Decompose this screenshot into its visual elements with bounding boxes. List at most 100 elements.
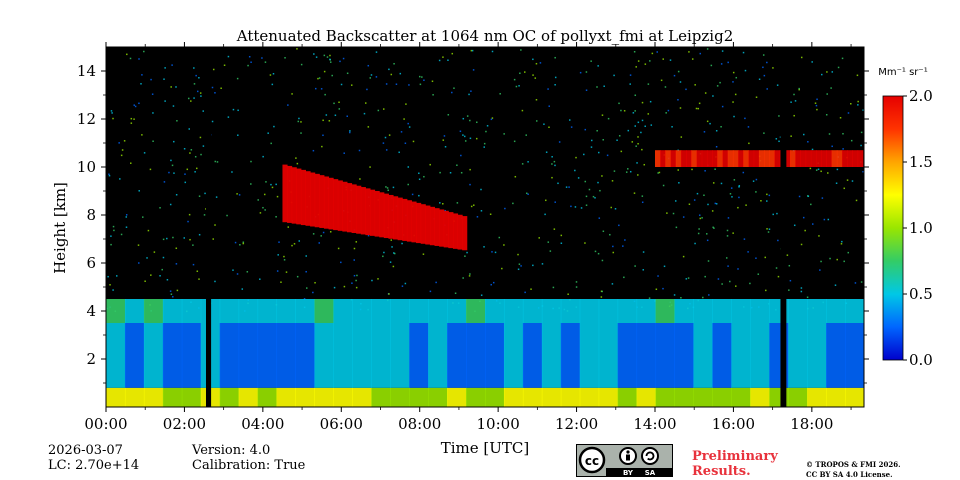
region-cell xyxy=(674,387,694,407)
noise-speck xyxy=(134,105,137,108)
noise-speck xyxy=(188,128,191,130)
region-cell xyxy=(636,299,657,323)
noise-speck xyxy=(429,163,431,166)
noise-speck xyxy=(513,140,516,143)
noise-speck xyxy=(498,236,501,239)
noise-speck xyxy=(175,247,178,250)
noise-speck xyxy=(678,182,680,184)
noise-speck xyxy=(811,61,813,63)
noise-speck xyxy=(250,160,252,163)
noise-speck xyxy=(644,63,647,65)
noise-speck xyxy=(857,100,859,103)
noise-speck xyxy=(111,112,113,114)
region-cell xyxy=(712,299,732,323)
noise-speck xyxy=(607,117,610,120)
noise-speck xyxy=(346,115,348,118)
region-cell xyxy=(598,299,619,323)
noise-speck xyxy=(557,182,559,185)
noise-speck xyxy=(535,120,538,122)
region-cell xyxy=(485,323,505,388)
region-cell xyxy=(106,387,126,407)
noise-speck xyxy=(656,51,659,53)
noise-speck xyxy=(501,267,503,270)
noise-speck xyxy=(625,171,628,173)
noise-speck xyxy=(677,70,680,73)
region-cell xyxy=(238,323,259,388)
noise-speck xyxy=(702,296,704,299)
noise-speck xyxy=(108,173,110,176)
noise-speck xyxy=(841,57,844,60)
noise-speck xyxy=(524,71,526,73)
noise-speck xyxy=(325,114,328,116)
colorbar-tick-label: 0.0 xyxy=(909,351,933,369)
noise-speck xyxy=(807,141,809,143)
noise-speck xyxy=(618,224,620,227)
noise-speck xyxy=(343,152,345,154)
noise-speck xyxy=(730,187,733,189)
noise-speck xyxy=(633,192,636,194)
noise-speck xyxy=(778,115,780,117)
noise-speck xyxy=(613,74,615,77)
noise-speck xyxy=(737,268,739,270)
noise-speck xyxy=(164,67,166,69)
noise-speck xyxy=(462,134,464,136)
noise-speck xyxy=(597,252,600,255)
noise-speck xyxy=(543,123,545,125)
noise-speck xyxy=(622,245,624,247)
noise-speck xyxy=(265,181,267,183)
noise-speck xyxy=(575,286,578,288)
noise-speck xyxy=(169,203,172,206)
noise-speck xyxy=(729,193,732,195)
noise-speck xyxy=(804,229,806,232)
noise-speck xyxy=(755,191,757,193)
noise-speck xyxy=(634,94,637,97)
noise-speck xyxy=(706,239,709,242)
noise-speck xyxy=(802,216,805,219)
region-cell xyxy=(675,150,682,167)
noise-speck xyxy=(717,278,720,280)
region-cell xyxy=(425,205,431,245)
region-cell xyxy=(333,387,353,407)
noise-speck xyxy=(703,131,706,133)
noise-speck xyxy=(183,237,186,239)
noise-speck xyxy=(775,267,778,269)
noise-speck xyxy=(150,78,152,81)
copyright-line2: CC BY SA 4.0 License. xyxy=(806,470,893,479)
noise-speck xyxy=(703,194,705,197)
noise-speck xyxy=(242,241,245,243)
colorbar-tick-label: 1.0 xyxy=(909,219,933,237)
noise-speck xyxy=(764,256,767,259)
noise-speck xyxy=(138,58,140,60)
noise-speck xyxy=(323,54,326,57)
region-cell xyxy=(143,323,164,388)
noise-speck xyxy=(470,49,473,52)
sa-label: SA xyxy=(645,469,656,477)
region-cell xyxy=(374,191,380,237)
noise-speck xyxy=(850,103,852,105)
noise-speck xyxy=(790,135,792,137)
noise-speck xyxy=(811,148,814,151)
noise-speck xyxy=(554,164,556,167)
noise-speck xyxy=(125,226,128,228)
noise-speck xyxy=(697,232,700,235)
noise-speck xyxy=(633,50,636,53)
noise-speck xyxy=(693,199,696,201)
region-cell xyxy=(124,323,145,388)
noise-speck xyxy=(641,195,644,197)
region-cell xyxy=(409,299,429,323)
noise-speck xyxy=(214,160,217,163)
y-tick-label: 14 xyxy=(77,62,96,80)
noise-speck xyxy=(202,110,204,112)
noise-speck xyxy=(575,156,577,159)
noise-speck xyxy=(121,149,124,151)
noise-speck xyxy=(236,273,239,275)
noise-speck xyxy=(584,180,587,183)
region-cell xyxy=(805,150,812,167)
noise-speck xyxy=(712,182,715,184)
noise-speck xyxy=(672,212,675,215)
noise-speck xyxy=(637,174,639,176)
noise-speck xyxy=(175,263,178,265)
noise-speck xyxy=(392,186,395,189)
noise-speck xyxy=(552,286,555,289)
noise-speck xyxy=(146,257,148,259)
